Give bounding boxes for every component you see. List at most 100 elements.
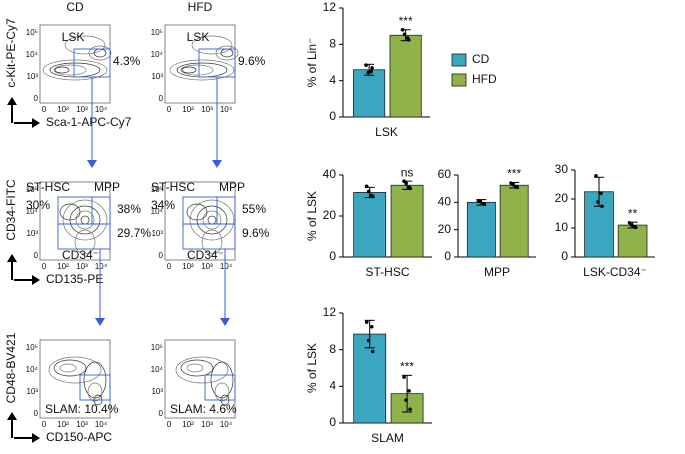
x-label: LSK — [375, 125, 398, 139]
y-tick-label: 4 — [329, 379, 336, 393]
gate-label: LSK — [187, 30, 210, 44]
contour — [64, 35, 106, 55]
y-tick-label: 20 — [555, 191, 569, 205]
data-point — [366, 338, 371, 343]
flow-y-tick: 10³ — [151, 229, 163, 238]
flow-x-tick: 0 — [42, 262, 47, 271]
data-point — [599, 191, 603, 195]
contour — [214, 382, 230, 402]
arrow-head — [95, 318, 105, 326]
flow-y-tick: 10⁴ — [151, 50, 164, 59]
flow-x-tick: 10³ — [76, 262, 88, 271]
data-point — [366, 189, 371, 194]
gate — [204, 374, 236, 401]
legend-swatch — [451, 73, 467, 87]
flow-x-tick: 10² — [57, 105, 69, 114]
flow-panel — [164, 339, 236, 419]
y-tick-label: 0 — [329, 415, 336, 429]
contour — [53, 64, 87, 76]
bar — [353, 333, 387, 424]
y-tick-label: 20 — [438, 222, 452, 236]
flow-x-tick: 10² — [182, 420, 194, 429]
data-point — [402, 32, 407, 37]
gate-label: SLAM: 10.4% — [45, 402, 119, 416]
data-point — [402, 375, 406, 379]
data-point — [366, 70, 370, 75]
contour — [62, 199, 108, 241]
flow-x-tick: 10⁴ — [95, 420, 108, 429]
data-point — [370, 66, 374, 70]
flow-x-tick: 10³ — [201, 105, 213, 114]
column-header: HFD — [188, 0, 213, 14]
bar — [353, 192, 387, 258]
flow-x-tick: 0 — [167, 105, 172, 114]
data-point — [364, 320, 369, 324]
flow-y-tick: 0 — [34, 251, 39, 260]
gate-label: 29.7% — [117, 226, 151, 240]
y-tick-label: 4 — [329, 73, 336, 87]
x-label: SLAM — [371, 431, 404, 445]
contour — [186, 203, 208, 221]
y-tick-label: 30 — [555, 162, 569, 176]
flow-x-tick: 10² — [57, 262, 69, 271]
gate-label: CD34⁻ — [187, 248, 224, 262]
contour — [202, 210, 222, 230]
data-point — [369, 324, 374, 329]
gate — [57, 196, 111, 250]
arrow-head — [7, 254, 17, 262]
gate-label: ST-HSC — [26, 180, 70, 194]
flow-x-tick: 10² — [182, 262, 194, 271]
gate-label: LSK — [62, 30, 85, 44]
flow-x-tick: 10⁴ — [95, 262, 108, 271]
flow-x-tick: 10³ — [76, 420, 88, 429]
y-tick-label: 40 — [438, 195, 452, 209]
flow-x-tick: 10³ — [201, 420, 213, 429]
flow-x-tick: 10⁴ — [95, 105, 108, 114]
data-point — [633, 225, 638, 230]
contour — [75, 210, 95, 230]
data-point — [404, 181, 408, 185]
contour — [59, 363, 77, 373]
flow-y-label: CD34-FITC — [4, 179, 18, 241]
flow-x-label: CD150-APC — [46, 430, 112, 444]
bar — [389, 34, 422, 118]
flow-panel — [164, 181, 236, 261]
y-tick-label: 0 — [329, 109, 336, 123]
y-tick-label: 20 — [323, 208, 337, 222]
data-point — [364, 184, 369, 189]
flow-x-tick: 10³ — [76, 105, 88, 114]
arrow-head — [32, 433, 40, 443]
arrow-head — [32, 118, 40, 128]
contour — [180, 64, 214, 76]
significance: ** — [628, 206, 638, 220]
x-label: LSK-CD34⁻ — [583, 265, 647, 279]
arrow-head — [212, 160, 222, 168]
data-point — [511, 182, 515, 187]
arrow-head — [32, 275, 40, 285]
gate-label: 55% — [242, 202, 266, 216]
arrow-head — [7, 97, 17, 105]
contour — [59, 203, 81, 221]
data-point — [596, 200, 600, 204]
column-header: CD — [66, 0, 84, 14]
y-tick-label: 0 — [329, 249, 336, 263]
bar — [499, 184, 529, 258]
data-point — [404, 398, 408, 402]
gate-label: MPP — [219, 180, 245, 194]
data-point — [629, 223, 634, 227]
significance: *** — [399, 14, 413, 28]
data-point — [364, 63, 368, 68]
contour — [189, 199, 235, 241]
contour — [54, 66, 70, 74]
flow-x-label: CD135-PE — [46, 272, 103, 286]
y-tick-label: 0 — [561, 249, 568, 263]
gate-label: 9.6% — [242, 226, 270, 240]
data-point — [369, 69, 373, 74]
bar — [353, 69, 386, 118]
contour — [83, 361, 107, 399]
gate-label: 30% — [26, 198, 50, 212]
y-tick-label: 12 — [323, 0, 337, 14]
y-tick-label: 12 — [323, 305, 337, 319]
flow-x-tick: 0 — [167, 420, 172, 429]
flow-y-tick: 10³ — [26, 72, 38, 81]
